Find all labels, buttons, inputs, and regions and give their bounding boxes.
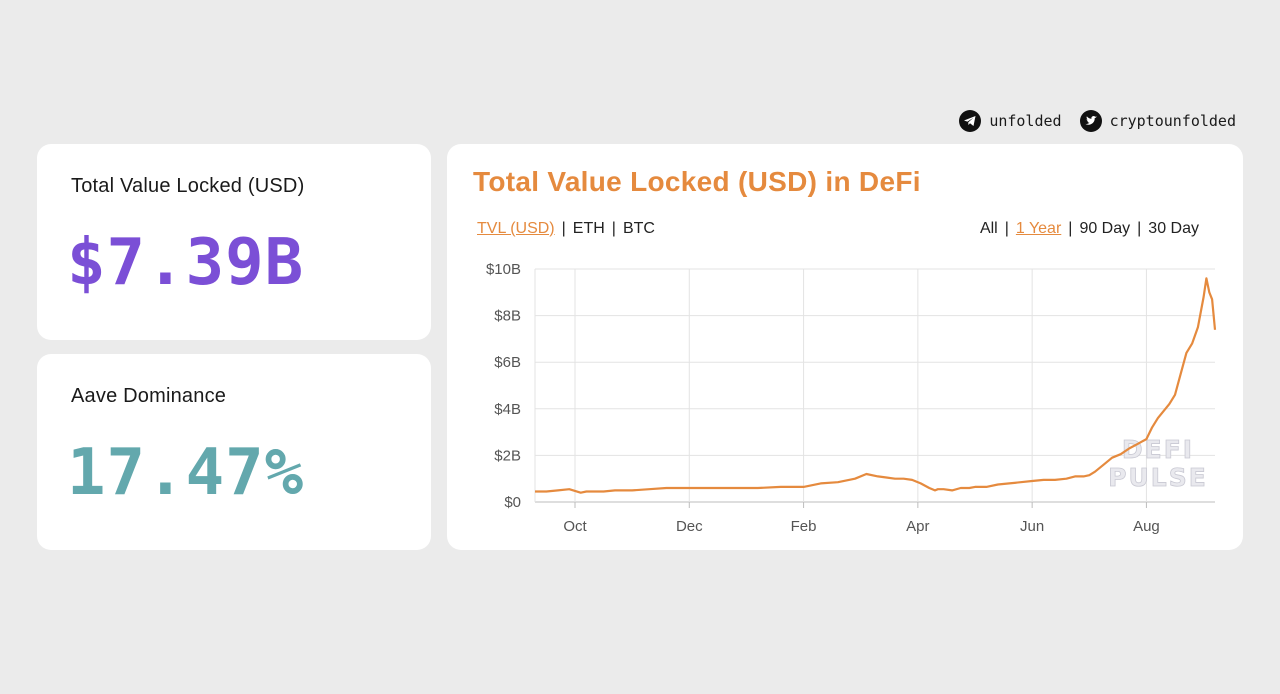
range-option-30-day[interactable]: 30 Day [1148,220,1199,237]
tvl-line-chart: DEFI PULSE $0 $2B $4B $6B $8B $10B Oct Dec Feb Ap… [486,261,1217,535]
watermark-line-2: PULSE [1108,463,1208,492]
x-tick-label: Oct [563,518,587,535]
separator: | [561,220,566,237]
x-tick-label: Feb [791,518,817,535]
range-option-1-year[interactable]: 1 Year [1015,220,1062,237]
twitter-icon[interactable] [1079,110,1102,132]
aave-dominance-label: Aave Dominance [71,385,227,407]
social-handles: unfolded cryptounfolded [959,110,1236,132]
currency-option-btc[interactable]: BTC [622,220,655,237]
range-toggle: All | 1 Year | 90 Day | 30 Day [980,220,1199,238]
aave-dominance-card: Aave Dominance 17.47% [37,354,431,550]
tvl-stat-card: Total Value Locked (USD) $7.39B [37,144,431,340]
y-tick-label: $2B [494,447,521,464]
tvl-series-line [535,277,1217,494]
range-option-all[interactable]: All [979,220,998,237]
watermark-line-1: DEFI [1122,435,1194,464]
x-tick-label: Aug [1133,518,1160,535]
x-tick-label: Dec [676,518,703,535]
chart-title: Total Value Locked (USD) in DeFi [473,166,921,197]
y-tick-label: $8B [494,308,521,325]
aave-dominance-value: 17.47% [67,436,305,510]
separator: | [611,220,616,237]
y-tick-label: $0 [504,494,521,511]
tvl-stat-value: $7.39B [67,226,305,300]
tvl-chart-card: Total Value Locked (USD) in DeFi TVL (US… [447,144,1243,550]
currency-toggle: TVL (USD) | ETH | BTC [477,220,655,238]
telegram-icon[interactable] [959,110,982,132]
currency-option-tvl-usd[interactable]: TVL (USD) [477,220,555,237]
separator: | [1068,220,1073,237]
x-tick-label: Apr [906,518,929,535]
y-tick-label: $4B [494,401,521,418]
y-tick-label: $10B [486,261,521,278]
twitter-handle[interactable]: cryptounfolded [1109,112,1236,130]
x-tick-label: Jun [1020,518,1044,535]
telegram-handle[interactable]: unfolded [989,112,1062,130]
separator: | [1137,220,1142,237]
defi-pulse-watermark: DEFI PULSE [1108,435,1208,493]
currency-option-eth[interactable]: ETH [572,220,605,237]
tvl-stat-label: Total Value Locked (USD) [71,175,305,197]
range-option-90-day[interactable]: 90 Day [1079,220,1131,237]
y-tick-label: $6B [494,354,521,371]
separator: | [1004,220,1009,237]
